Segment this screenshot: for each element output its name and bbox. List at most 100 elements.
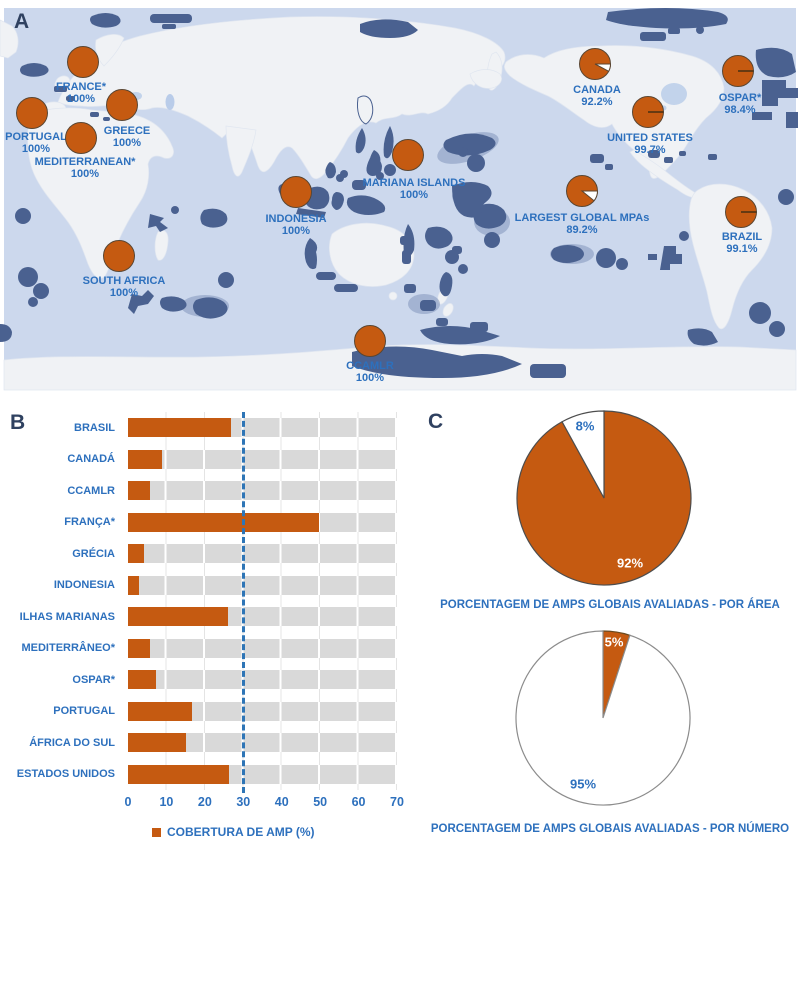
pie-charts-panel: C 8% 92% PORCENTAGEM DE AMPS GLOBAIS AVA… xyxy=(420,405,800,845)
bar-row: CCAMLR xyxy=(0,475,397,507)
bar-track xyxy=(128,449,397,469)
bar-value xyxy=(128,544,145,564)
bar-value xyxy=(128,449,162,469)
pie-slice xyxy=(561,410,605,499)
bar-track xyxy=(128,701,397,721)
legend-label: COBERTURA DE AMP (%) xyxy=(167,825,315,839)
map-site-value: 100% xyxy=(400,189,428,201)
map-site-value: 99.1% xyxy=(726,243,757,255)
x-axis-tick: 70 xyxy=(390,795,404,809)
map-site-name: BRAZIL xyxy=(722,231,763,243)
x-axis-tick: 60 xyxy=(351,795,366,809)
pie-number-small-slice-label: 5% xyxy=(604,634,624,650)
bar-value xyxy=(128,418,231,438)
bar-row: BRASIL xyxy=(0,412,397,444)
bar-category-label: MEDITERRÂNEO* xyxy=(21,642,115,655)
map-site-value: 89.2% xyxy=(566,224,597,236)
bar-track xyxy=(128,512,397,532)
bar-category-label: ILHAS MARIANAS xyxy=(19,610,115,623)
map-site-name: UNITED STATES xyxy=(607,132,693,144)
map-site-name: FRANCE* xyxy=(56,81,107,93)
x-axis-tick: 40 xyxy=(274,795,289,809)
bar-track xyxy=(128,670,397,690)
panel-b-label: B xyxy=(10,411,26,434)
x-axis-tick: 10 xyxy=(159,795,174,809)
bar-track xyxy=(128,733,397,753)
map-site-name: GREECE xyxy=(104,125,150,137)
bar-value xyxy=(128,575,139,595)
bar-row: CANADÁ xyxy=(0,444,397,476)
bar-chart-30pct-reference-line xyxy=(242,412,245,793)
map-site-value: 99.7% xyxy=(634,144,665,156)
panel-a-label: A xyxy=(14,10,29,33)
bar-chart-gridlines xyxy=(128,412,397,790)
map-site-value: 100% xyxy=(22,143,50,155)
map-site-name: CCAMLR xyxy=(346,360,394,372)
bar-row: ILHAS MARIANAS xyxy=(0,601,397,633)
map-site-mediterranean-: MEDITERRANEAN*100% xyxy=(35,122,137,180)
bar-value xyxy=(128,733,187,753)
map-site-name: INDONESIA xyxy=(265,213,326,225)
bar-category-label: INDONESIA xyxy=(53,579,115,592)
bar-category-label: CANADÁ xyxy=(67,453,115,466)
map-mpa-regions xyxy=(0,8,798,378)
bar-category-label: FRANÇA* xyxy=(64,516,115,529)
bar-chart-panel: B BRASIL CANADÁ CCAMLR FRANÇA* GRÉCIA INDONES… xyxy=(0,405,420,845)
bar-category-label: PORTUGAL xyxy=(53,705,115,718)
pie-area-title: PORCENTAGEM DE AMPS GLOBAIS AVALIADAS - … xyxy=(440,599,780,611)
bar-chart-x-axis: 0 10 20 30 40 50 60 70 xyxy=(125,795,404,809)
bar-category-label: BRASIL xyxy=(74,421,115,434)
map-site-value: 100% xyxy=(71,168,99,180)
bar-track xyxy=(128,575,397,595)
map-site-name: MEDITERRANEAN* xyxy=(35,156,137,168)
map-site-value: 100% xyxy=(67,93,95,105)
map-site-ospar-: OSPAR*98.4% xyxy=(719,55,762,116)
bar-row: OSPAR* xyxy=(0,664,397,696)
pie-number-big-slice-label: 95% xyxy=(569,776,597,792)
bar-track xyxy=(128,764,397,784)
bar-track xyxy=(128,607,397,627)
bar-category-label: ÁFRICA DO SUL xyxy=(29,736,115,749)
panel-c-label: C xyxy=(428,410,444,433)
bar-value xyxy=(128,481,150,501)
pie-chart-by-area xyxy=(516,410,692,586)
bar-chart-rows: BRASIL CANADÁ CCAMLR FRANÇA* GRÉCIA INDONESIA… xyxy=(0,412,397,790)
bar-row: GRÉCIA xyxy=(0,538,397,570)
bar-row: ÁFRICA DO SUL xyxy=(0,727,397,759)
map-site-name: MARIANA ISLANDS xyxy=(363,177,466,189)
map-site-value: 100% xyxy=(356,372,384,384)
bar-category-label: OSPAR* xyxy=(72,673,115,686)
map-site-pies: FRANCE*100%PORTUGAL100%GREECE100%MEDITER… xyxy=(5,46,763,384)
bar-chart-legend: COBERTURA DE AMP (%) xyxy=(152,825,315,839)
pie-number-title: PORCENTAGEM DE AMPS GLOBAIS AVALIADAS - … xyxy=(430,823,790,835)
pie-area-big-slice-label: 92% xyxy=(616,555,644,571)
map-site-france-: FRANCE*100% xyxy=(56,46,107,105)
bar-value xyxy=(128,764,230,784)
pie-slice xyxy=(515,630,691,806)
map-site-value: 100% xyxy=(113,137,141,149)
map-site-value: 100% xyxy=(110,287,138,299)
x-axis-tick: 50 xyxy=(313,795,328,809)
bar-row: PORTUGAL xyxy=(0,696,397,728)
map-site-value: 100% xyxy=(282,225,310,237)
bar-category-label: GRÉCIA xyxy=(72,547,115,560)
map-site-name: OSPAR* xyxy=(719,92,762,104)
bar-row: FRANÇA* xyxy=(0,507,397,539)
map-site-name: LARGEST GLOBAL MPAs xyxy=(515,212,650,224)
map-site-name: PORTUGAL xyxy=(5,131,67,143)
map-site-value: 98.4% xyxy=(724,104,755,116)
bar-category-label: ESTADOS UNIDOS xyxy=(16,768,115,781)
map-site-name: CANADA xyxy=(573,84,621,96)
bar-row: INDONESIA xyxy=(0,570,397,602)
map-site-name: SOUTH AFRICA xyxy=(83,275,166,287)
legend-swatch-orange xyxy=(152,827,161,837)
bar-category-label: CCAMLR xyxy=(67,484,115,497)
bar-value xyxy=(128,638,151,658)
